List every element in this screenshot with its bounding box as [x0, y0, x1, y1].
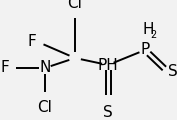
Text: F: F	[27, 35, 36, 49]
Text: F: F	[0, 60, 9, 75]
Text: N: N	[39, 60, 51, 75]
Text: P: P	[140, 42, 150, 57]
Text: Cl: Cl	[68, 0, 82, 11]
Text: Cl: Cl	[38, 100, 52, 115]
Text: 2: 2	[150, 30, 156, 40]
Text: PH: PH	[98, 57, 118, 72]
Text: H: H	[143, 22, 155, 37]
Text: S: S	[103, 105, 113, 120]
Text: S: S	[168, 65, 177, 79]
